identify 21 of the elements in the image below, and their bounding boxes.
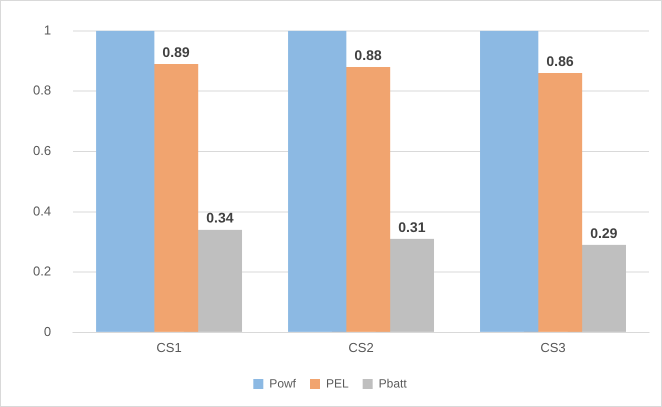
y-tick-label: 0.2 xyxy=(32,264,52,279)
x-tick-label: CS3 xyxy=(540,340,566,355)
y-tick-label: 0.4 xyxy=(32,203,52,218)
bar xyxy=(288,30,346,332)
y-tick-label: 0.8 xyxy=(32,82,52,98)
legend-label: Powf xyxy=(269,376,297,390)
y-tick-label: 0 xyxy=(44,324,52,339)
legend-label: PEL xyxy=(326,376,349,390)
bar xyxy=(96,30,154,332)
bar xyxy=(480,30,538,332)
x-tick-label: CS1 xyxy=(156,340,182,355)
y-tick-label: 1 xyxy=(44,22,52,38)
legend-label: Pbatt xyxy=(378,376,408,390)
data-label: 0.89 xyxy=(162,44,190,60)
x-tick-label: CS2 xyxy=(348,340,374,355)
data-label: 0.88 xyxy=(354,46,382,63)
y-tick-label: 0.6 xyxy=(32,143,52,158)
data-label: 0.31 xyxy=(398,218,426,235)
data-label: 0.29 xyxy=(590,224,618,241)
data-label: 0.34 xyxy=(206,210,234,226)
data-label: 0.86 xyxy=(546,52,574,69)
